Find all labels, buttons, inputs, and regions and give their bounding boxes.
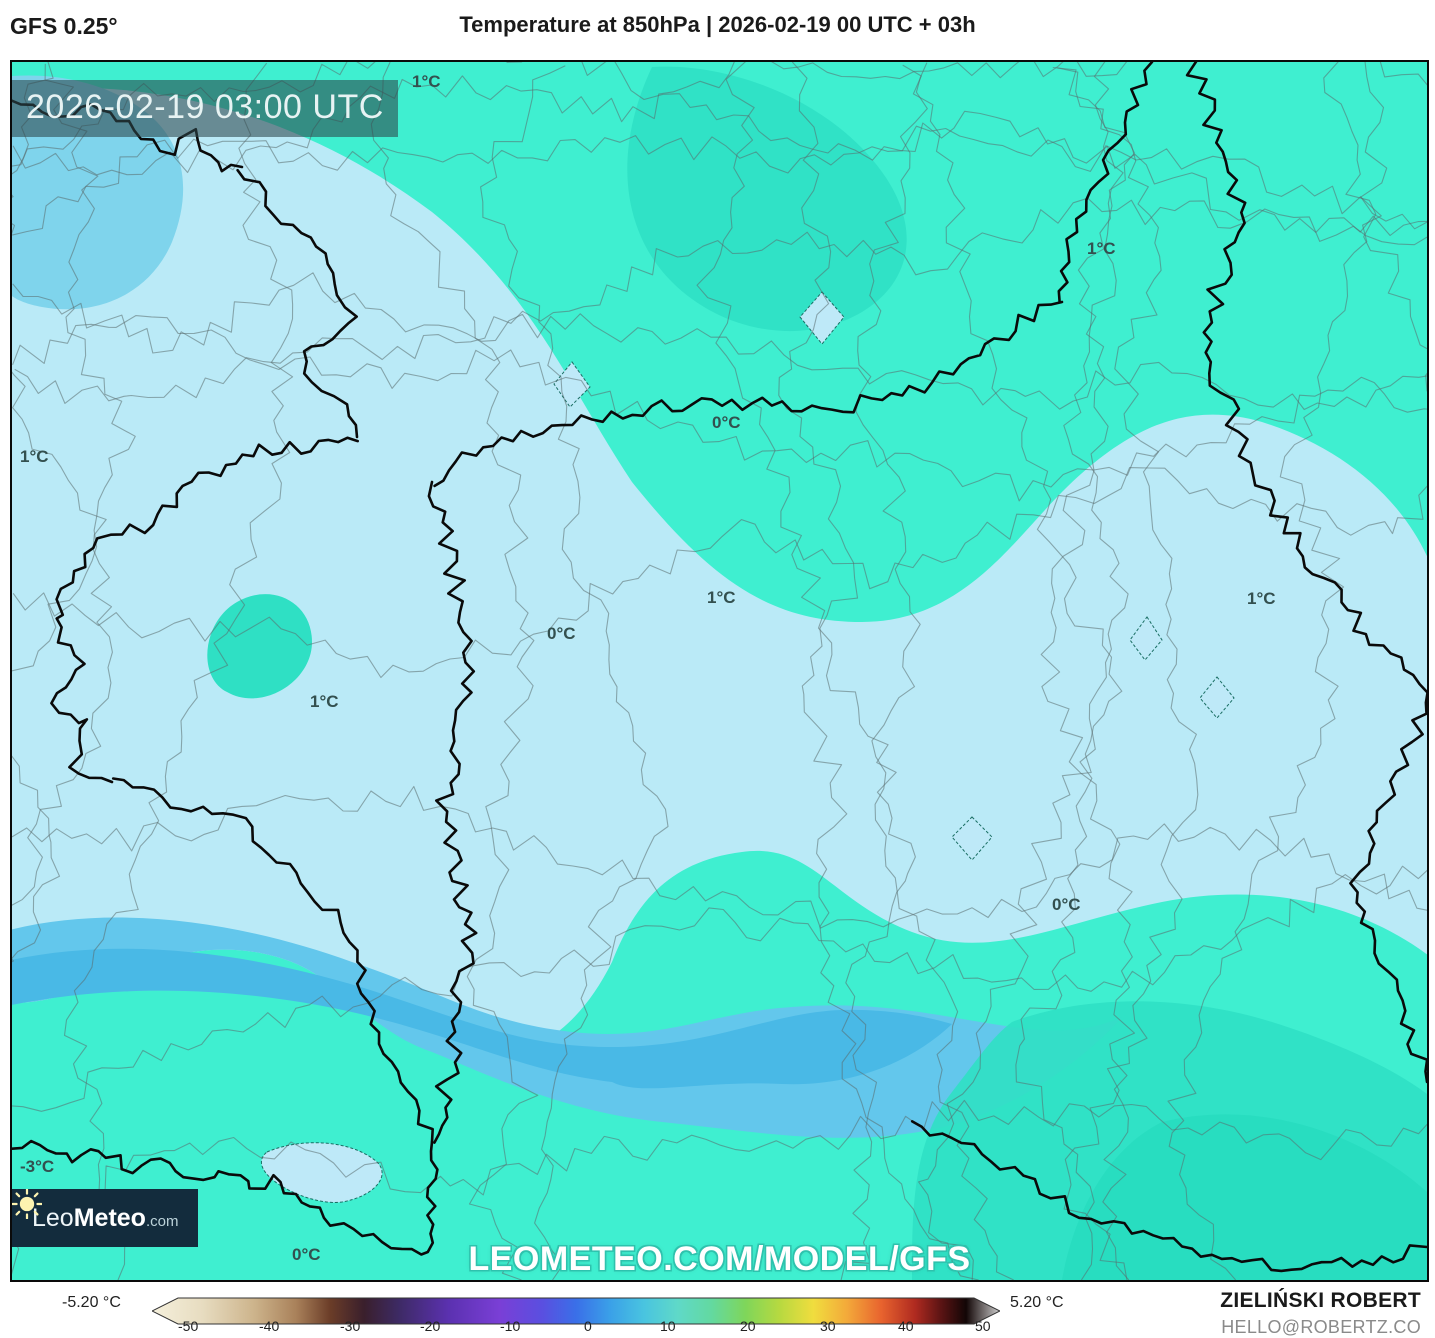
svg-text:0°C: 0°C [547, 624, 576, 643]
svg-text:1°C: 1°C [707, 588, 736, 607]
svg-text:1°C: 1°C [1247, 589, 1276, 608]
svg-text:-3°C: -3°C [20, 1157, 54, 1176]
svg-text:1°C: 1°C [20, 447, 49, 466]
svg-text:1°C: 1°C [412, 72, 441, 91]
svg-text:1°C: 1°C [1087, 239, 1116, 258]
svg-text:0°C: 0°C [1052, 895, 1081, 914]
svg-text:1°C: 1°C [310, 692, 339, 711]
svg-text:0°C: 0°C [712, 413, 741, 432]
